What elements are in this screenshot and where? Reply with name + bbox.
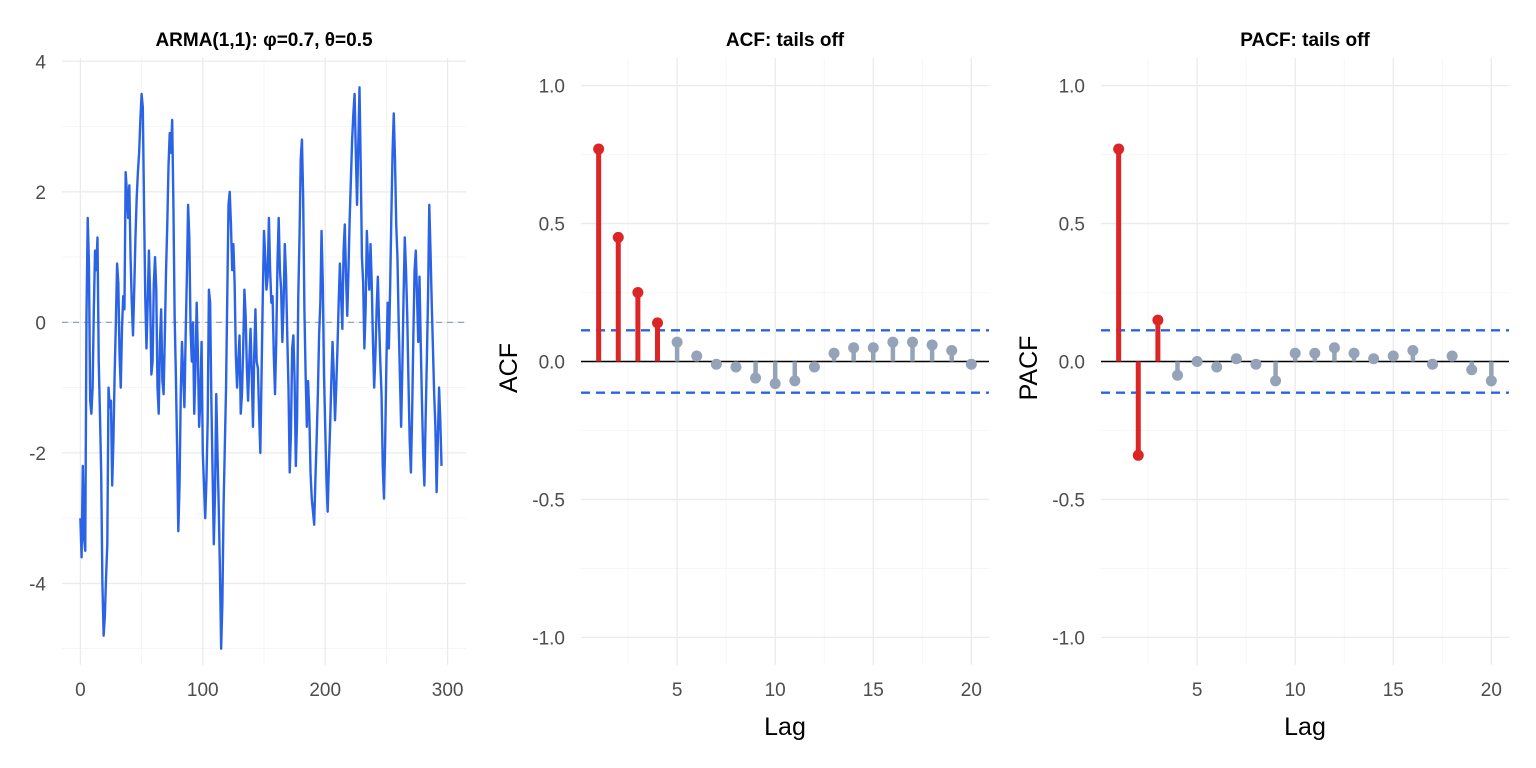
pacf-confidence-bounds: [1101, 329, 1509, 394]
pacf-stems: [1113, 143, 1497, 461]
series-polyline: [79, 86, 443, 650]
lag-point: [652, 317, 663, 329]
series-panel-title: ARMA(1,1): φ=0.7, θ=0.5: [155, 30, 373, 51]
acf-stems: [593, 143, 977, 390]
y-tick-label: 0.5: [539, 215, 565, 236]
lag-point: [1427, 358, 1438, 370]
lag-point: [926, 339, 938, 351]
lag-point: [1485, 375, 1497, 387]
pacf-y-tick-labels: -1.0 -0.5 0.0 0.5 1.0: [1052, 77, 1085, 650]
x-tick-label: 0: [75, 680, 86, 701]
lag-point: [730, 361, 742, 373]
y-tick-label: 1.0: [539, 77, 565, 98]
lag-point: [1113, 143, 1125, 155]
y-tick-label: -1.0: [532, 628, 565, 649]
acf-y-tick-labels: -1.0 -0.5 0.0 0.5 1.0: [532, 77, 565, 650]
x-tick-label: 300: [432, 680, 464, 701]
lag-point: [593, 143, 605, 155]
pacf-x-axis-label: Lag: [1284, 713, 1326, 741]
y-tick-label: 0.5: [1059, 215, 1085, 236]
pacf-minor-grid: [1101, 58, 1509, 665]
lag-point: [965, 358, 977, 370]
lag-point: [848, 342, 860, 354]
lag-point: [1407, 344, 1419, 356]
lag-point: [1368, 353, 1380, 365]
lag-point: [1289, 347, 1301, 359]
lag-point: [691, 350, 703, 362]
acf-confidence-bounds: [581, 329, 989, 394]
y-tick-label: 0.0: [539, 353, 565, 374]
lag-point: [1446, 350, 1458, 362]
lag-point: [946, 344, 958, 356]
pacf-y-axis-label: PACF: [1015, 336, 1043, 401]
acf-x-tick-labels: 5 10 15 20: [672, 680, 982, 701]
lag-point: [612, 231, 624, 243]
lag-point: [1309, 347, 1321, 359]
pacf-panel: PACF: tails off -1.0 -0.5 0.0 0.5 1.0 5 10 15 2…: [1015, 30, 1509, 741]
lag-point: [1172, 369, 1183, 381]
series-minor-grid: [62, 58, 466, 665]
lag-point: [1152, 314, 1164, 326]
x-tick-label: 5: [672, 680, 683, 701]
series-line: [79, 86, 443, 650]
lag-point: [769, 378, 781, 390]
y-tick-label: -4: [29, 574, 46, 595]
y-tick-label: 1.0: [1059, 77, 1085, 98]
lag-point: [828, 347, 840, 359]
lag-point: [1328, 342, 1340, 354]
lag-point: [1250, 358, 1262, 370]
pacf-x-tick-labels: 5 10 15 20: [1192, 680, 1502, 701]
x-tick-label: 10: [1285, 680, 1306, 701]
lag-point: [789, 375, 801, 387]
series-panel: ARMA(1,1): φ=0.7, θ=0.5 -4 -2 0 2 4 0 100 200 3…: [29, 30, 466, 701]
x-tick-label: 15: [1383, 680, 1404, 701]
series-y-tick-labels: -4 -2 0 2 4: [29, 52, 46, 595]
lag-point: [1211, 361, 1223, 373]
lag-point: [1387, 350, 1399, 362]
lag-point: [1348, 347, 1360, 359]
lag-point: [1230, 353, 1242, 365]
x-tick-label: 20: [961, 680, 982, 701]
y-tick-label: 0.0: [1059, 353, 1085, 374]
x-tick-label: 10: [765, 680, 786, 701]
y-tick-label: -0.5: [1052, 490, 1085, 511]
lag-point: [671, 336, 683, 348]
lag-point: [750, 372, 762, 384]
x-tick-label: 15: [863, 680, 884, 701]
acf-x-axis-label: Lag: [764, 713, 806, 741]
x-tick-label: 20: [1481, 680, 1502, 701]
lag-point: [867, 342, 879, 354]
y-tick-label: 2: [35, 183, 46, 204]
y-tick-label: 4: [35, 52, 46, 73]
x-tick-label: 200: [309, 680, 341, 701]
series-x-tick-labels: 0 100 200 300: [75, 680, 463, 701]
acf-panel-title: ACF: tails off: [726, 30, 845, 51]
y-tick-label: -1.0: [1052, 628, 1085, 649]
lag-point: [710, 358, 722, 370]
lag-point: [1270, 375, 1282, 387]
lag-point: [808, 361, 820, 373]
y-tick-label: 0: [35, 313, 46, 334]
lag-point: [1466, 364, 1478, 376]
acf-panel: ACF: tails off -1.0 -0.5 0.0 0.5 1.0 5 10 15 20…: [495, 30, 989, 741]
lag-point: [887, 336, 899, 348]
pacf-panel-title: PACF: tails off: [1240, 30, 1370, 51]
lag-point: [1132, 449, 1144, 461]
lag-point: [632, 287, 644, 299]
lag-point: [1191, 356, 1203, 367]
y-tick-label: -0.5: [532, 490, 565, 511]
lag-point: [907, 336, 918, 348]
y-tick-label: -2: [29, 444, 46, 465]
acf-y-axis-label: ACF: [495, 343, 523, 393]
x-tick-label: 5: [1192, 680, 1203, 701]
x-tick-label: 100: [187, 680, 219, 701]
